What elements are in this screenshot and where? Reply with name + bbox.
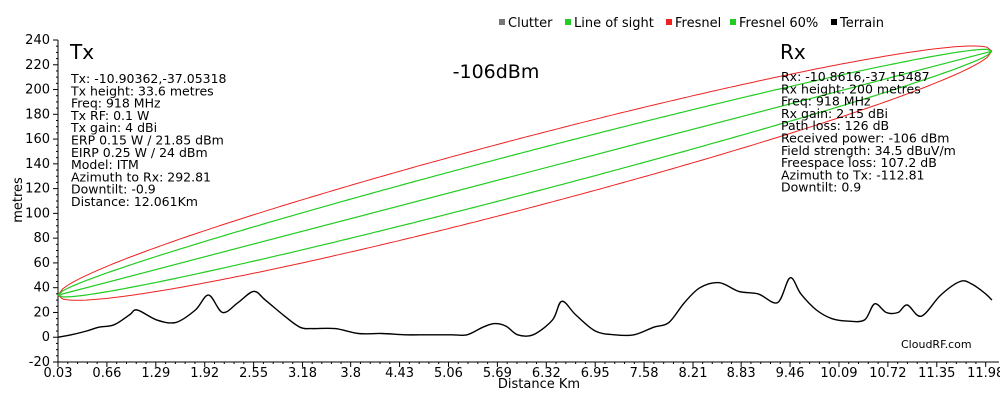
tx-info-line: Downtilt: -0.9: [71, 182, 156, 197]
y-tick-label: 80: [33, 231, 50, 246]
x-tick-label: 0.03: [44, 366, 73, 381]
y-axis-title: metres: [11, 177, 26, 223]
y-tick-label: 180: [25, 107, 50, 122]
chart-series: [57, 45, 993, 338]
x-tick-label: 2.55: [239, 366, 268, 381]
tx-info-line: Freq: 918 MHz: [71, 96, 161, 111]
legend-swatch: [666, 19, 672, 25]
legend-swatch: [730, 19, 736, 25]
x-tick-label: 11.98: [967, 366, 1000, 381]
y-tick-label: 100: [25, 206, 50, 221]
y-tick-label: 140: [25, 157, 50, 172]
x-tick-label: 5.69: [483, 366, 512, 381]
rx-info-line: Field strength: 34.5 dBuV/m: [781, 143, 956, 158]
rx-heading: Rx: [780, 40, 806, 64]
tx-info-line: Model: ITM: [71, 157, 139, 172]
y-tick-label: 0: [42, 330, 50, 345]
x-tick-label: 4.43: [385, 366, 414, 381]
legend-label: Clutter: [508, 16, 553, 31]
y-tick-label: 20: [33, 305, 50, 320]
line-of-sight: [57, 50, 993, 296]
fresnel-lower-line: [57, 50, 993, 301]
x-tick-label: 8.21: [679, 366, 708, 381]
x-tick-label: 0.66: [92, 366, 121, 381]
rx-info-line: Rx gain: 2.15 dBi: [781, 106, 888, 121]
x-tick-label: 6.32: [532, 366, 561, 381]
tx-info-line: Azimuth to Rx: 292.81: [71, 169, 211, 184]
y-tick-label: -20: [29, 355, 50, 370]
y-tick-label: 200: [25, 83, 50, 98]
fresnel-60-lower-line: [57, 50, 993, 298]
tx-heading: Tx: [69, 40, 94, 64]
x-tick-label: 10.09: [820, 366, 857, 381]
x-tick-label: 1.92: [190, 366, 219, 381]
y-tick-label: 120: [25, 182, 50, 197]
legend-swatch: [499, 19, 505, 25]
x-tick-label: 7.58: [630, 366, 659, 381]
x-tick-label: 3.8: [340, 366, 361, 381]
x-tick-label: 5.06: [434, 366, 463, 381]
rx-info-line: Rx height: 200 metres: [781, 81, 921, 96]
x-tick-label: 6.95: [581, 366, 610, 381]
rx-info-line: Downtilt: 0.9: [781, 180, 861, 195]
legend-swatch: [831, 19, 837, 25]
y-tick-label: 40: [33, 281, 50, 296]
rx-info-line: Path loss: 126 dB: [781, 118, 889, 133]
tx-info-line: Tx height: 33.6 metres: [70, 83, 214, 98]
x-tick-label: 10.72: [869, 366, 906, 381]
chart-axes: -20 0 20 40 60 80 100 120 140 160 180 200 220 240 0.03…: [25, 33, 1000, 381]
x-tick-label: 8.83: [727, 366, 756, 381]
tx-info-line: ERP 0.15 W / 21.85 dBm: [71, 133, 224, 148]
rx-info-line: Freespace loss: 107.2 dB: [781, 155, 937, 170]
x-tick-label: 3.18: [288, 366, 317, 381]
legend: Clutter Line of sight Fresnel Fresnel 60% Te…: [499, 16, 884, 31]
y-tick-label: 240: [25, 33, 50, 48]
legend-swatch: [565, 19, 571, 25]
legend-label: Line of sight: [574, 16, 654, 31]
y-tick-label: 160: [25, 132, 50, 147]
y-tick-label: 220: [25, 58, 50, 73]
fresnel-upper-line: [57, 45, 993, 296]
rx-info-line: Received power: -106 dBm: [781, 131, 949, 146]
x-tick-label: 11.35: [918, 366, 955, 381]
tx-info-line: Tx gain: 4 dBi: [70, 120, 157, 135]
tx-info-line: Distance: 12.061Km: [71, 194, 198, 209]
x-axis-title: Distance Km: [498, 377, 580, 392]
received-power-label: -106dBm: [453, 61, 540, 83]
terrain-line: [57, 277, 993, 338]
x-tick-label: 9.46: [776, 366, 805, 381]
legend-label: Terrain: [839, 16, 884, 31]
brand-label: CloudRF.com: [901, 338, 972, 351]
x-tick-label: 1.29: [141, 366, 170, 381]
tx-info-line: Tx RF: 0.1 W: [70, 108, 149, 123]
fresnel-60-upper-line: [57, 48, 993, 296]
tx-info-line: EIRP 0.25 W / 24 dBm: [71, 145, 208, 160]
tx-info-line: Tx: -10.90362,-37.05318: [70, 71, 227, 86]
rx-info-line: Freq: 918 MHz: [781, 94, 871, 109]
legend-label: Fresnel: [675, 16, 721, 31]
y-tick-label: 60: [33, 256, 50, 271]
rx-info-line: Azimuth to Tx: -112.81: [781, 167, 924, 182]
legend-label: Fresnel 60%: [739, 16, 818, 31]
rx-info-line: Rx: -10.8616,-37.15487: [781, 69, 930, 84]
